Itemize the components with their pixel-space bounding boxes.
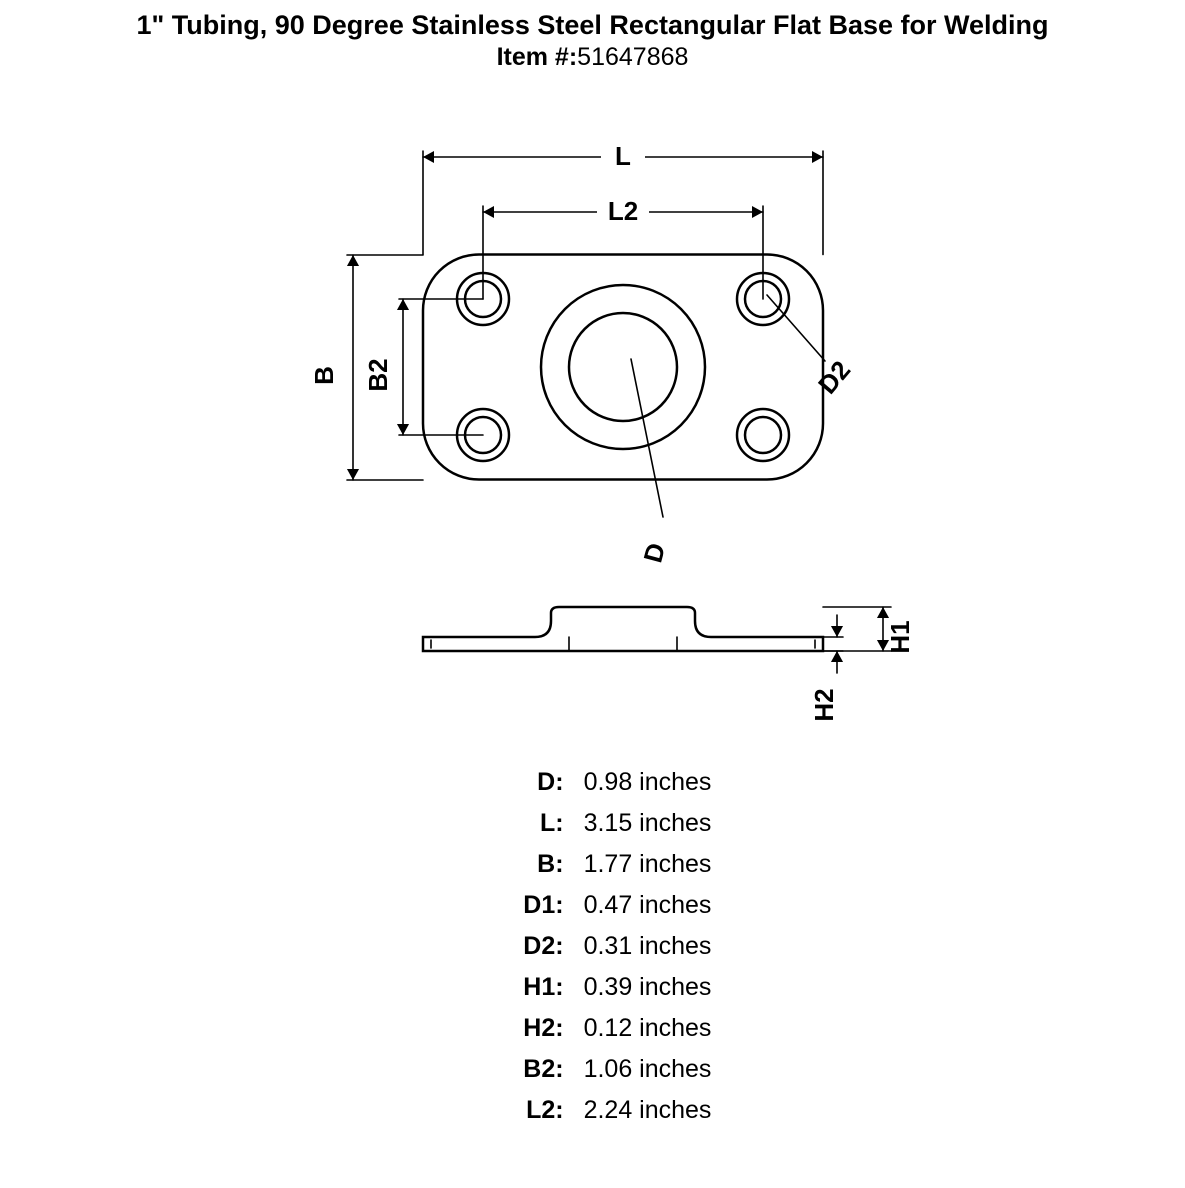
spec-value: 2.24 inches xyxy=(574,1090,722,1131)
item-number: 51647868 xyxy=(577,43,688,71)
spec-key: D1: xyxy=(464,885,574,926)
spec-value: 0.12 inches xyxy=(574,1008,722,1049)
spec-row: H2:0.12 inches xyxy=(464,1008,722,1049)
svg-text:D2: D2 xyxy=(811,355,855,400)
svg-text:H1: H1 xyxy=(885,620,915,653)
svg-text:L: L xyxy=(615,141,631,171)
item-number-line: Item #:51647868 xyxy=(10,43,1175,72)
svg-text:L2: L2 xyxy=(607,196,637,226)
spec-row: L2:2.24 inches xyxy=(464,1090,722,1131)
spec-row: B2:1.06 inches xyxy=(464,1049,722,1090)
item-label: Item #: xyxy=(497,43,578,71)
svg-text:B2: B2 xyxy=(363,358,393,391)
svg-text:H2: H2 xyxy=(809,688,839,721)
spec-value: 1.77 inches xyxy=(574,844,722,885)
spec-key: B: xyxy=(464,844,574,885)
spec-key: B2: xyxy=(464,1049,574,1090)
spec-row: D:0.98 inches xyxy=(464,762,722,803)
spec-key: L2: xyxy=(464,1090,574,1131)
spec-key: H1: xyxy=(464,967,574,1008)
spec-value: 3.15 inches xyxy=(574,803,722,844)
spec-value: 0.47 inches xyxy=(574,885,722,926)
spec-key: H2: xyxy=(464,1008,574,1049)
svg-text:D: D xyxy=(637,540,671,566)
technical-drawing: L L2 B B2 D D2 H1 H2 xyxy=(10,92,1175,732)
spec-key: D: xyxy=(464,762,574,803)
spec-row: L:3.15 inches xyxy=(464,803,722,844)
specifications-table: D:0.98 inchesL:3.15 inchesB:1.77 inchesD… xyxy=(10,762,1175,1131)
spec-value: 0.31 inches xyxy=(574,926,722,967)
spec-row: D2:0.31 inches xyxy=(464,926,722,967)
spec-value: 0.98 inches xyxy=(574,762,722,803)
svg-text:B: B xyxy=(309,366,339,385)
spec-row: D1:0.47 inches xyxy=(464,885,722,926)
spec-row: H1:0.39 inches xyxy=(464,967,722,1008)
spec-value: 1.06 inches xyxy=(574,1049,722,1090)
spec-key: D2: xyxy=(464,926,574,967)
page-title: 1" Tubing, 90 Degree Stainless Steel Rec… xyxy=(10,10,1175,41)
spec-key: L: xyxy=(464,803,574,844)
spec-value: 0.39 inches xyxy=(574,967,722,1008)
spec-row: B:1.77 inches xyxy=(464,844,722,885)
